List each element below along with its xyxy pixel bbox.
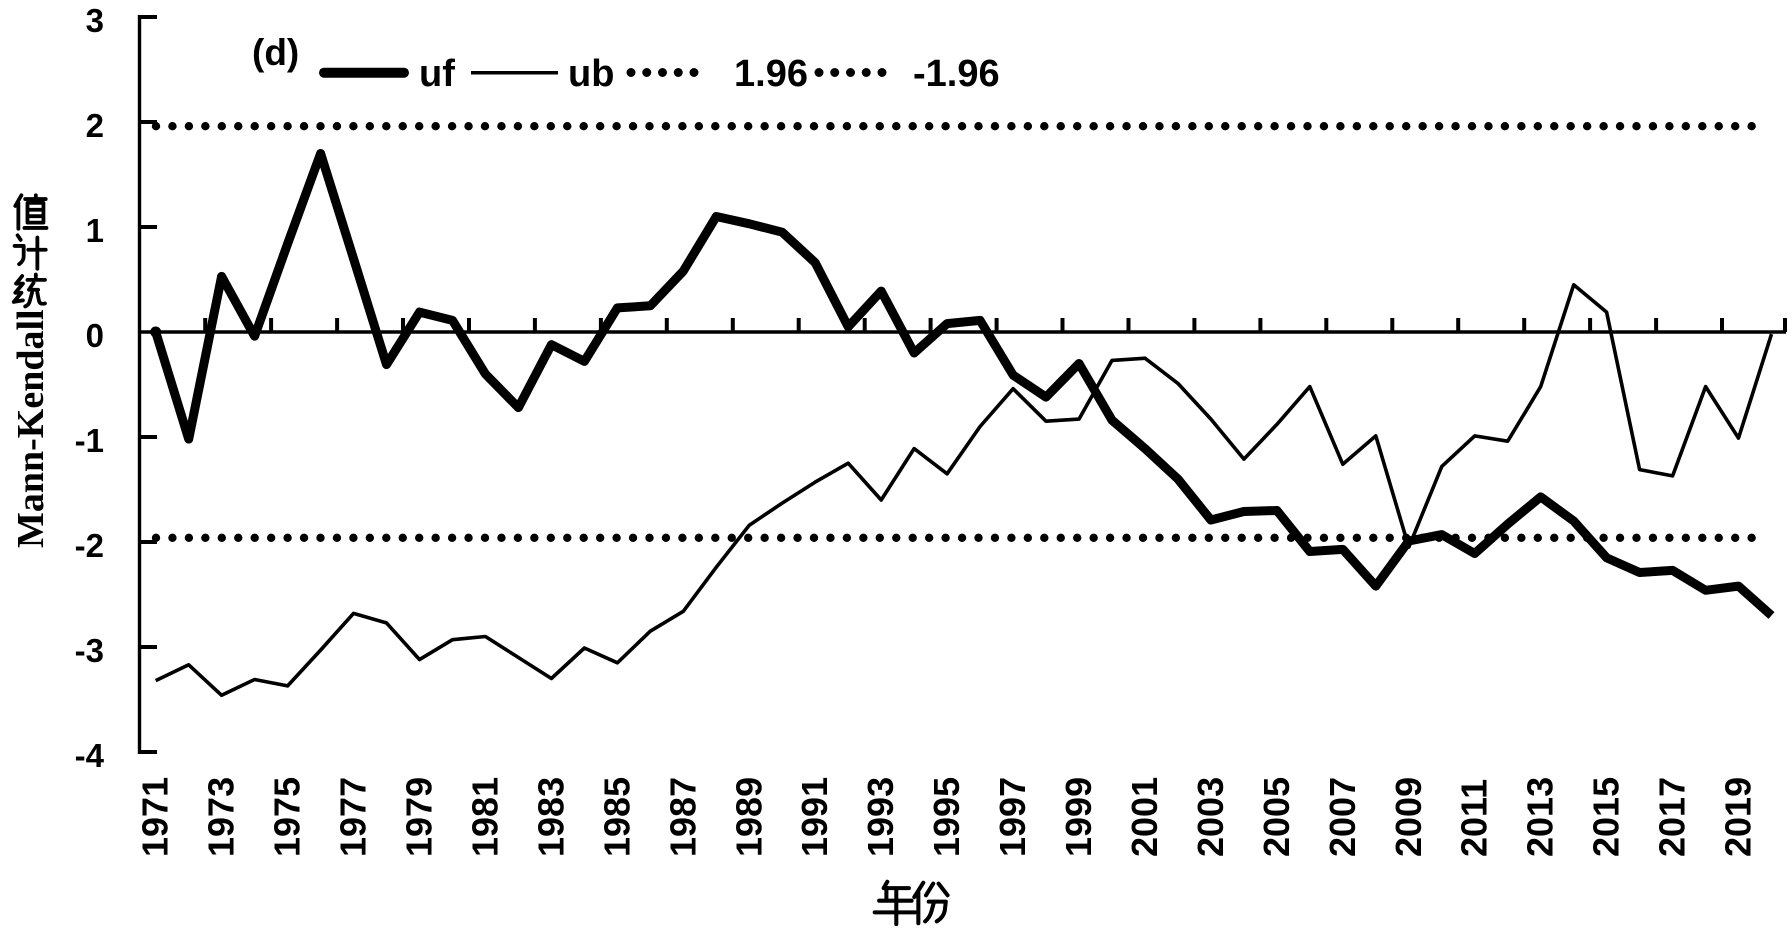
- svg-text:1987: 1987: [662, 777, 703, 857]
- svg-text:-1.96: -1.96: [913, 53, 1000, 95]
- svg-text:1981: 1981: [464, 777, 505, 857]
- svg-text:1983: 1983: [530, 777, 571, 857]
- svg-text:-2: -2: [75, 527, 104, 564]
- svg-text:2001: 2001: [1124, 777, 1165, 857]
- svg-text:1977: 1977: [333, 777, 374, 857]
- svg-text:-3: -3: [75, 632, 104, 669]
- svg-text:2017: 2017: [1652, 777, 1693, 857]
- svg-text:3: 3: [86, 2, 104, 39]
- svg-text:2009: 2009: [1388, 777, 1429, 857]
- svg-text:1973: 1973: [201, 777, 242, 857]
- svg-text:1995: 1995: [926, 777, 967, 857]
- svg-text:1993: 1993: [860, 777, 901, 857]
- svg-text:2015: 2015: [1586, 777, 1627, 857]
- svg-text:1.96: 1.96: [734, 53, 808, 95]
- svg-text:0: 0: [86, 317, 104, 354]
- svg-text:2: 2: [86, 107, 104, 144]
- svg-text:1999: 1999: [1058, 777, 1099, 857]
- svg-text:-1: -1: [75, 422, 104, 459]
- svg-text:2003: 2003: [1190, 777, 1231, 857]
- svg-text:ub: ub: [568, 53, 614, 95]
- svg-text:Mann-Kendall: Mann-Kendall: [10, 309, 52, 548]
- svg-text:2019: 2019: [1718, 777, 1759, 857]
- svg-text:-4: -4: [75, 737, 105, 774]
- svg-text:1997: 1997: [992, 777, 1033, 857]
- svg-text:1975: 1975: [267, 777, 308, 857]
- svg-text:2013: 2013: [1520, 777, 1561, 857]
- svg-text:1989: 1989: [728, 777, 769, 857]
- svg-text:2011: 2011: [1454, 779, 1495, 857]
- svg-text:1971: 1971: [135, 777, 176, 857]
- svg-text:1979: 1979: [399, 777, 440, 857]
- svg-text:(d): (d): [252, 32, 299, 73]
- svg-text:2005: 2005: [1256, 777, 1297, 857]
- svg-text:1985: 1985: [596, 777, 637, 857]
- svg-text:2007: 2007: [1322, 777, 1363, 857]
- svg-text:1991: 1991: [794, 777, 835, 857]
- svg-text:1: 1: [86, 212, 104, 249]
- svg-text:uf: uf: [419, 53, 455, 95]
